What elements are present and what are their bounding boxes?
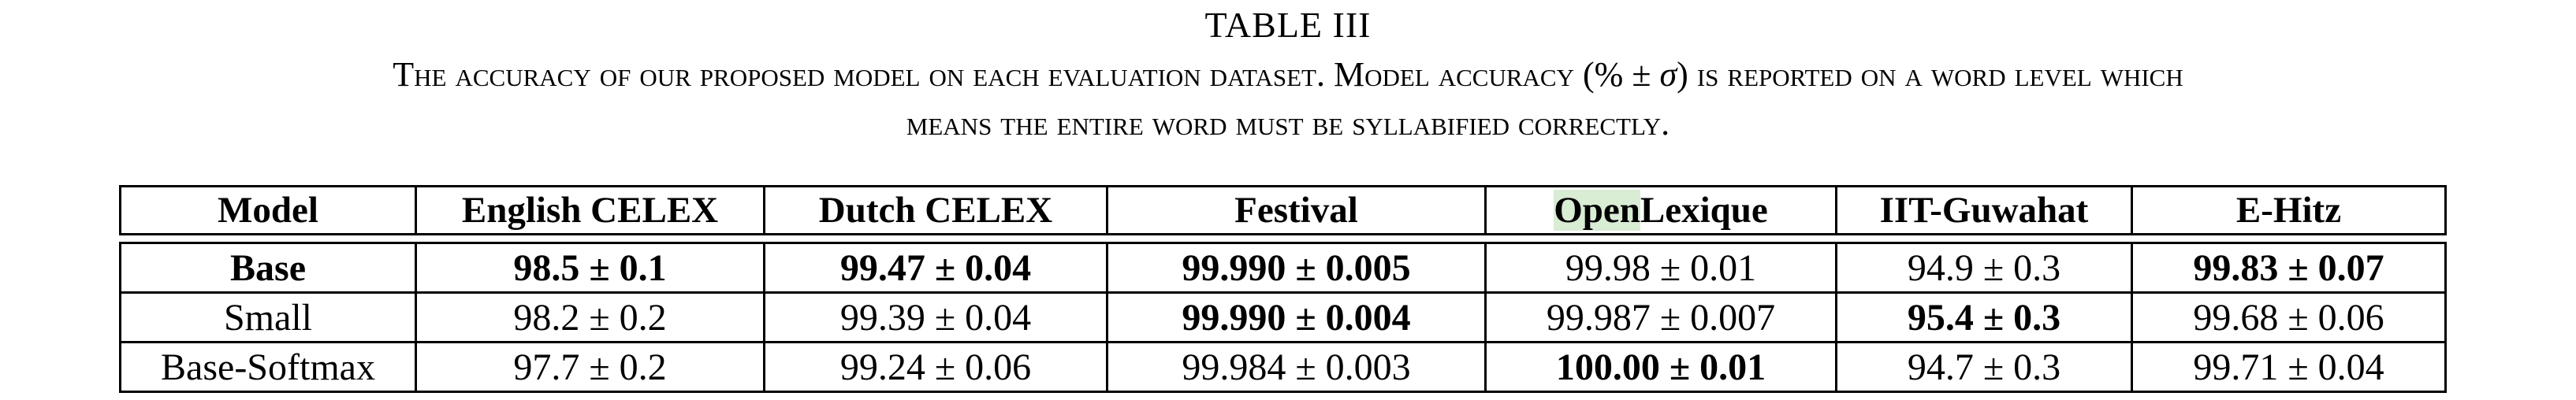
- accuracy-cell: 99.987 ± 0.007: [1484, 292, 1837, 343]
- header-english-celex: English CELEX: [415, 185, 765, 235]
- accuracy-cell: 99.984 ± 0.003: [1106, 342, 1487, 393]
- accuracy-cell: 94.9 ± 0.3: [1835, 243, 2133, 294]
- accuracy-cell: 100.00 ± 0.01: [1484, 342, 1837, 393]
- accuracy-cell: 99.71 ± 0.04: [2131, 342, 2447, 393]
- header-dutch-celex: Dutch CELEX: [763, 185, 1108, 235]
- model-name-cell: Base: [119, 243, 417, 294]
- caption-math: % ± σ: [1595, 55, 1677, 94]
- highlighted-text: Open: [1554, 190, 1640, 231]
- accuracy-cell: 98.2 ± 0.2: [415, 292, 765, 343]
- caption-line1-end: ) is reported on a word level which: [1677, 55, 2183, 94]
- accuracy-cell: 99.24 ± 0.06: [763, 342, 1108, 393]
- header-model: Model: [119, 185, 417, 235]
- table-caption: The accuracy of our proposed model on ea…: [8, 50, 2568, 148]
- results-table: Model English CELEX Dutch CELEX Festival…: [119, 185, 2447, 393]
- table-row: Base 98.5 ± 0.1 99.47 ± 0.04 99.990 ± 0.005…: [119, 243, 2447, 294]
- header-iit-guwahat: IIT-Guwahat: [1835, 185, 2133, 235]
- table-gap: [120, 234, 2446, 244]
- accuracy-cell: 99.47 ± 0.04: [763, 243, 1108, 294]
- gap-cell: [120, 234, 2446, 244]
- caption-math-percent: %: [1594, 55, 1624, 94]
- header-openlexique: OpenLexique: [1484, 185, 1837, 235]
- caption-line1-text: The accuracy of our proposed model on ea…: [393, 55, 1595, 94]
- accuracy-cell: 94.7 ± 0.3: [1835, 342, 2133, 393]
- table-row: Base-Softmax 97.7 ± 0.2 99.24 ± 0.06 99.984…: [119, 342, 2447, 393]
- table-body: Base 98.5 ± 0.1 99.47 ± 0.04 99.990 ± 0.005…: [119, 234, 2447, 393]
- header-festival: Festival: [1106, 185, 1487, 235]
- accuracy-cell: 99.39 ± 0.04: [763, 292, 1108, 343]
- header-openlexique-rest: Lexique: [1640, 190, 1768, 231]
- model-name-cell: Base-Softmax: [119, 342, 417, 393]
- accuracy-cell: 99.68 ± 0.06: [2131, 292, 2447, 343]
- table-header-row: Model English CELEX Dutch CELEX Festival…: [119, 185, 2447, 235]
- table-row: Small 98.2 ± 0.2 99.39 ± 0.04 99.990 ± 0.00…: [119, 292, 2447, 343]
- accuracy-cell: 98.5 ± 0.1: [415, 243, 765, 294]
- caption-line2: means the entire word must be syllabifie…: [906, 104, 1670, 143]
- table-title: TABLE III: [1204, 5, 1372, 45]
- accuracy-cell: 99.83 ± 0.07: [2131, 243, 2447, 294]
- accuracy-cell: 95.4 ± 0.3: [1835, 292, 2133, 343]
- accuracy-cell: 97.7 ± 0.2: [415, 342, 765, 393]
- model-name-cell: Small: [119, 292, 417, 343]
- header-e-hitz: E-Hitz: [2131, 185, 2447, 235]
- caption-math-sigma: σ: [1659, 55, 1677, 94]
- accuracy-cell: 99.990 ± 0.005: [1106, 243, 1487, 294]
- accuracy-cell: 99.990 ± 0.004: [1106, 292, 1487, 343]
- caption-math-pm: ±: [1623, 55, 1660, 94]
- accuracy-cell: 99.98 ± 0.01: [1484, 243, 1837, 294]
